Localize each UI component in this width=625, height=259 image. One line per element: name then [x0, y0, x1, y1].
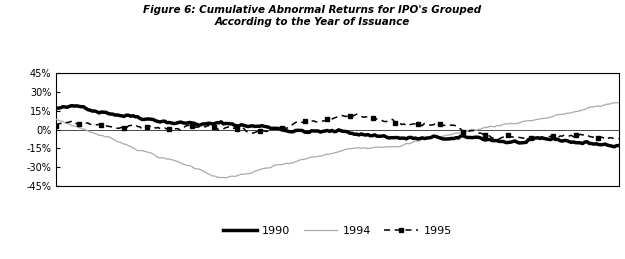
- Legend: 1990, 1994, 1995: 1990, 1994, 1995: [219, 221, 456, 240]
- Text: Figure 6: Cumulative Abnormal Returns for IPO's Grouped
According to the Year of: Figure 6: Cumulative Abnormal Returns fo…: [144, 5, 482, 27]
